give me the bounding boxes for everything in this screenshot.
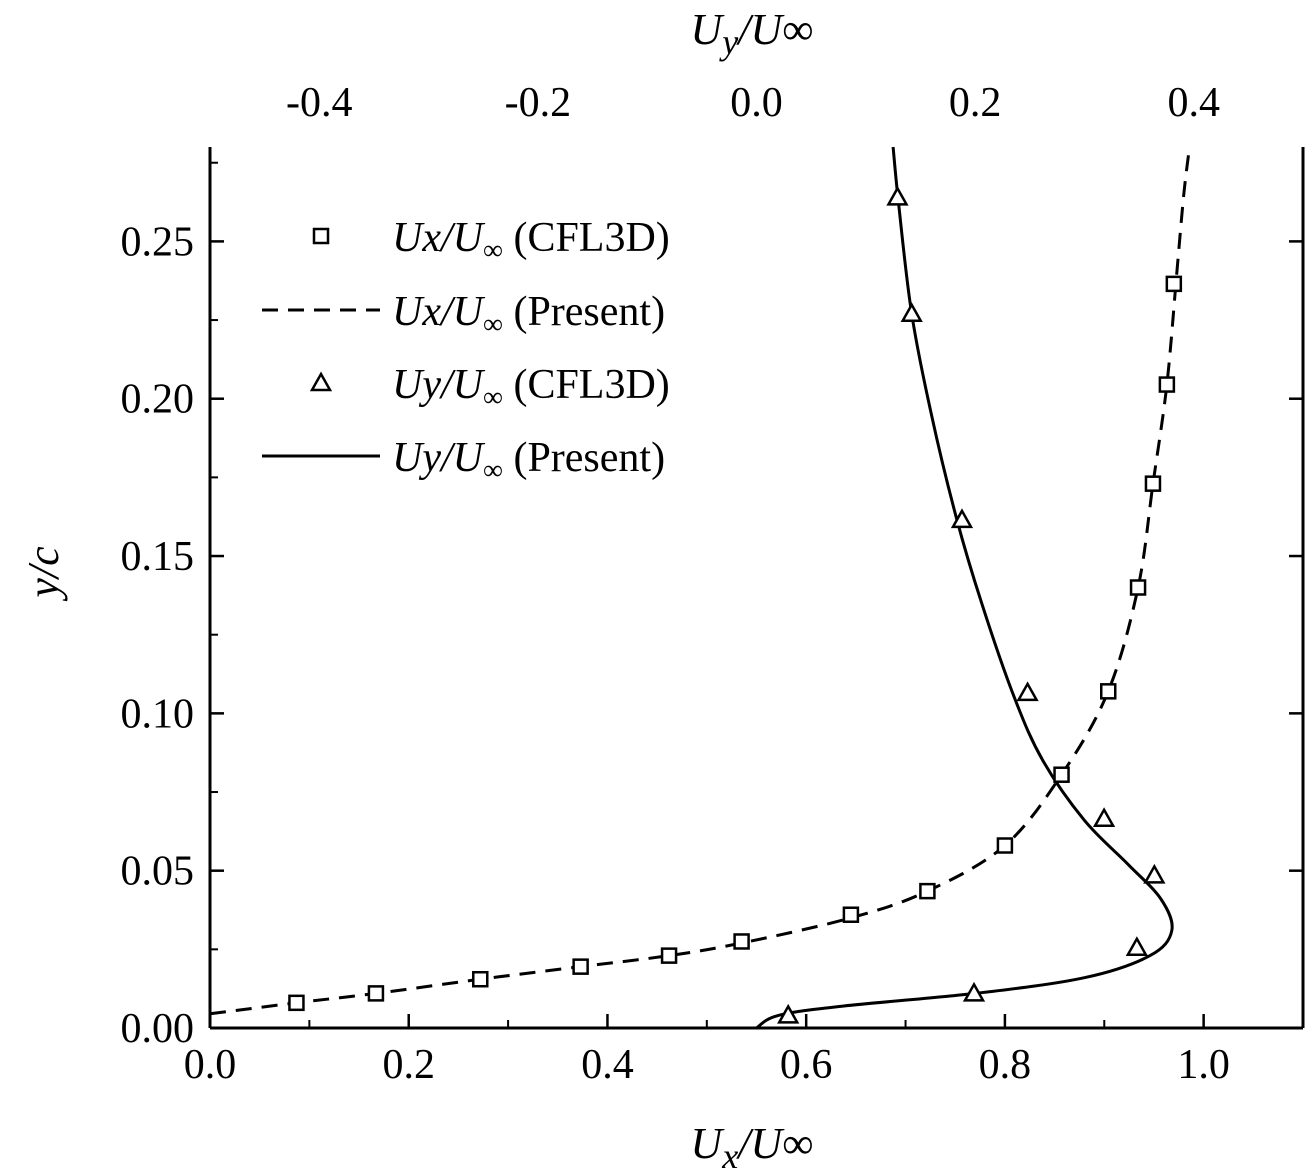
uy-cfl3d-marker [1125,936,1148,957]
top-tick-label: 0.4 [1167,80,1220,126]
top-axis-title: Uy/U∞ [690,5,813,62]
left-tick-label: 0.25 [121,219,195,265]
ux-cfl3d-marker [367,985,385,1002]
ux-cfl3d-marker [572,958,589,975]
markers [288,185,1183,1024]
ux-cfl3d-marker [1099,683,1117,700]
bottom-axis: 0.0 0.2 0.4 0.6 0.8 1.0 [184,1014,1230,1088]
bottom-tick-label: 0.2 [382,1042,435,1088]
legend-square-marker [312,227,330,245]
bottom-tick-label: 0.4 [581,1042,634,1088]
bottom-tick-label: 1.0 [1177,1042,1230,1088]
ux-cfl3d-marker [1053,766,1070,783]
left-axis: 0.00 0.05 0.10 0.15 0.20 0.25 [121,161,1303,1052]
bottom-tick-label: 0.0 [184,1042,237,1088]
ux-cfl3d-marker [660,947,678,964]
legend-triangle-marker [309,371,333,392]
y-axis-title: y/c [19,546,68,602]
uy-cfl3d-marker [1092,807,1116,828]
legend-label: Uy/U∞ (CFL3D) [392,362,670,413]
curves [209,146,1191,1030]
ux-cfl3d-marker [1129,579,1147,596]
top-axis: -0.4 -0.2 0.0 0.2 0.4 [286,80,1220,126]
ux-cfl3d-marker [842,906,860,923]
ux-cfl3d-marker [1158,376,1176,393]
ux-cfl3d-marker [996,837,1014,854]
ux-cfl3d-marker [919,882,936,900]
uy-cfl3d-marker [900,302,923,323]
top-tick-label: 0.2 [949,80,1002,126]
legend-label: Ux/U∞ (Present) [392,289,665,340]
legend-label: Uy/U∞ (Present) [392,435,665,486]
top-tick-label: 0.0 [730,80,783,126]
top-tick-label: -0.4 [286,80,353,126]
left-tick-label: 0.00 [121,1006,195,1052]
uy-cfl3d-marker [886,185,909,206]
top-tick-label: -0.2 [505,80,572,126]
uy-cfl3d-marker [950,508,974,529]
bottom-tick-label: 0.8 [979,1042,1032,1088]
ux-cfl3d-marker [1165,275,1183,293]
bottom-tick-label: 0.6 [780,1042,833,1088]
ux-cfl3d-marker [733,933,750,950]
legend-label: Ux/U∞ (CFL3D) [392,215,670,266]
left-tick-label: 0.10 [121,691,195,737]
uy-cfl3d-marker [1016,681,1039,702]
uy-cfl3d-marker [962,981,986,1002]
ux-cfl3d-marker [472,970,489,988]
uy-cfl3d-marker [1143,863,1166,884]
ux-cfl3d-marker [1144,475,1162,492]
legend: Ux/U∞ (CFL3D) Ux/U∞ (Present) Uy/U∞ (CFL3D… [262,215,670,486]
left-tick-label: 0.20 [121,377,195,423]
ux-present-line [209,153,1191,1016]
uy-present-line [755,146,1174,1030]
ux-cfl3d-marker [288,994,305,1012]
left-tick-label: 0.05 [121,849,195,895]
uy-cfl3d-marker [777,1003,800,1024]
left-tick-label: 0.15 [121,534,195,580]
x-axis-title: Ux/U∞ [690,1119,813,1173]
